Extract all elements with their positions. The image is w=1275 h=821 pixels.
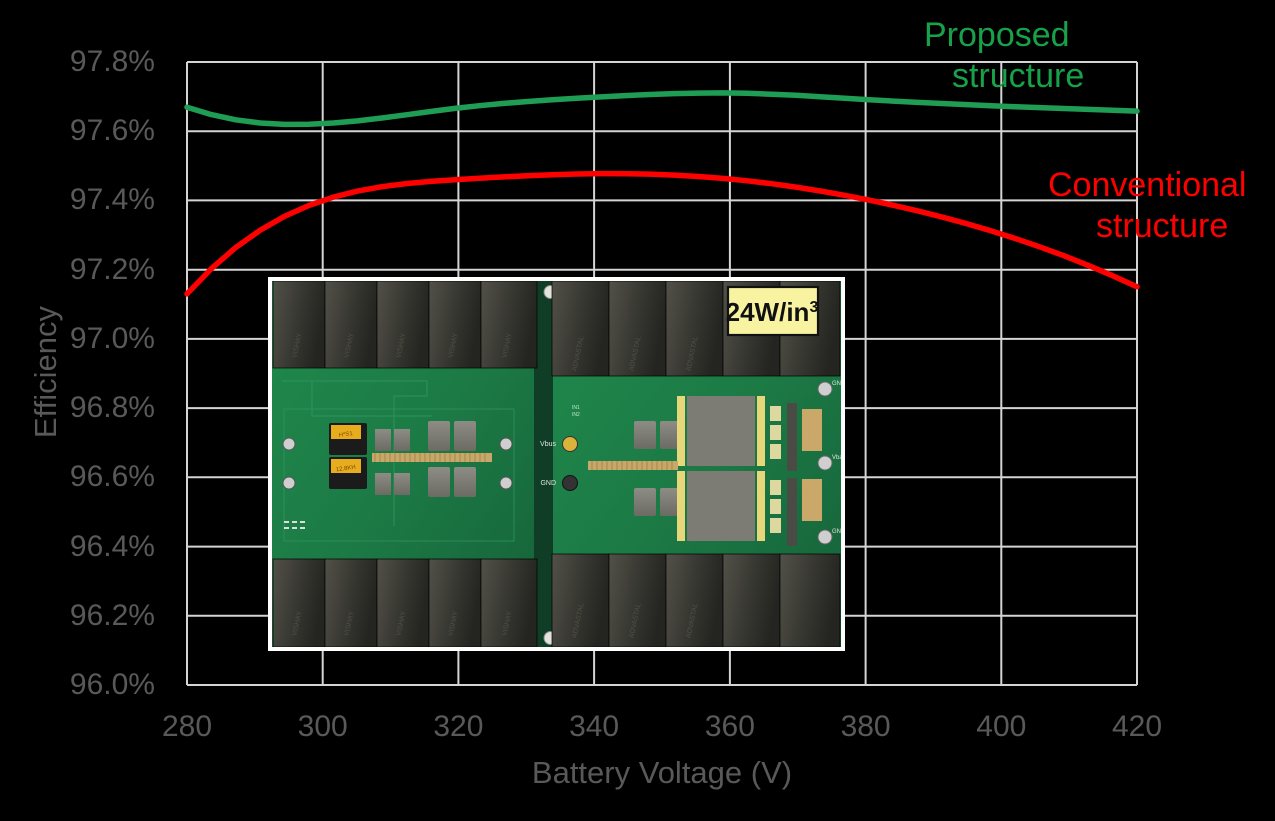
svg-text:24W/in3: 24W/in3 — [726, 297, 819, 327]
svg-text:IN1: IN1 — [572, 405, 580, 411]
svg-text:GND: GND — [540, 480, 556, 487]
svg-text:GND: GND — [832, 381, 841, 387]
svg-text:IN2: IN2 — [572, 412, 580, 418]
svg-text:GND: GND — [832, 529, 841, 535]
svg-text:Vbat: Vbat — [832, 455, 841, 461]
svg-text:Vbus: Vbus — [540, 441, 556, 448]
